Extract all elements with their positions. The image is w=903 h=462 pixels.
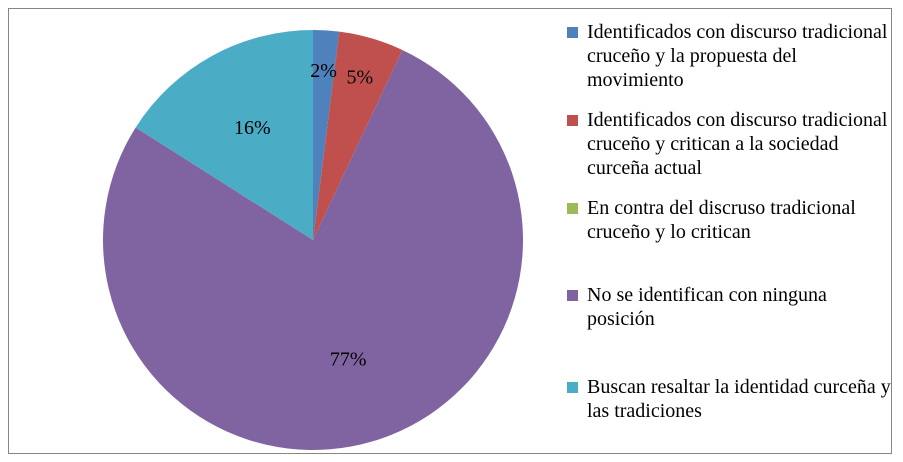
- data-label: 5%: [347, 66, 374, 88]
- legend-label: No se identifican con ninguna posición: [587, 284, 827, 330]
- pie-slice: [313, 30, 340, 240]
- legend-item: Identificados con discurso tradicional c…: [567, 20, 897, 92]
- legend-item: Identificados con discurso tradicional c…: [567, 108, 897, 180]
- legend-item: No se identifican con ninguna posición: [567, 283, 897, 331]
- data-label: 16%: [234, 117, 271, 139]
- legend-swatch: [567, 115, 578, 126]
- legend-item: Buscan resaltar la identidad curceña y l…: [567, 375, 897, 423]
- pie-slice: [103, 49, 524, 450]
- legend-swatch: [567, 290, 578, 301]
- data-label: 77%: [330, 349, 367, 371]
- legend-label: Identificados con discurso tradicional c…: [587, 109, 888, 179]
- legend-item: En contra del discruso tradicional cruce…: [567, 196, 897, 244]
- data-label: 2%: [310, 60, 337, 82]
- legend-swatch: [567, 27, 578, 38]
- legend-label: Identificados con discurso tradicional c…: [587, 21, 888, 91]
- legend-label: En contra del discruso tradicional cruce…: [587, 197, 856, 243]
- pie-slice: [135, 30, 313, 240]
- legend-swatch: [567, 203, 578, 214]
- legend-swatch: [567, 382, 578, 393]
- pie-slice: [313, 31, 403, 240]
- legend-label: Buscan resaltar la identidad curceña y l…: [587, 376, 891, 422]
- chart-border: [8, 8, 892, 454]
